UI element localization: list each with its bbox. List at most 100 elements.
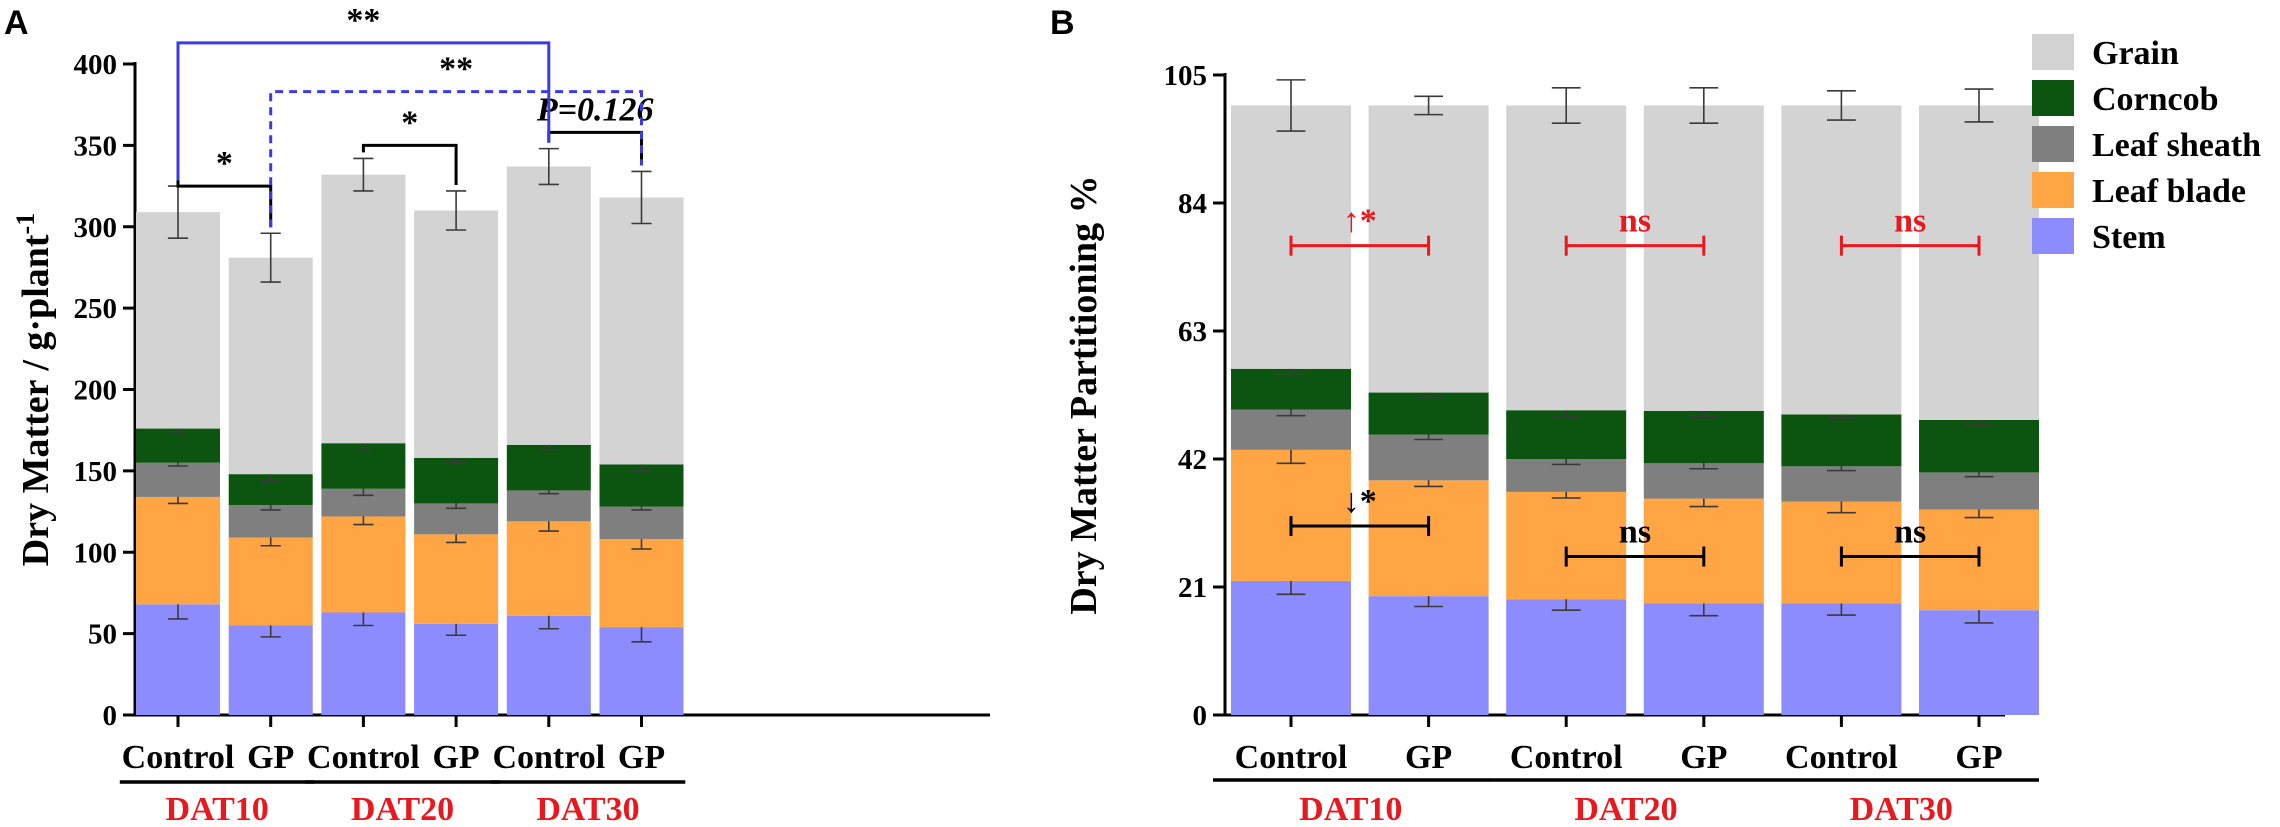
panel-letter-a: A: [4, 4, 29, 42]
y-tick-label-a: 250: [74, 293, 118, 325]
bar-segment-leaf-blade: [228, 537, 313, 626]
bar-segment-stem: [506, 615, 591, 715]
y-axis-label-b: Dry Matter Partitioning %: [1063, 175, 1105, 614]
legend-swatch-leaf-sheath: [2032, 126, 2074, 162]
bar-segment-stem: [1368, 596, 1489, 715]
significance-bracket: [361, 143, 458, 185]
legend-label: Stem: [2092, 219, 2166, 256]
legend-swatch-stem: [2032, 218, 2074, 254]
bar-segment-leaf-blade: [136, 496, 220, 605]
group-label-b: DAT20: [1574, 791, 1677, 827]
group-label-a: DAT20: [351, 791, 454, 827]
partitioning-chart: 0 21 42 63 84 105 Dry Matter Partitioning % Con…: [1063, 60, 2039, 827]
bar-segment-corncob: [1919, 419, 2039, 473]
bar-segment-leaf-blade: [321, 516, 406, 613]
significance-label: **: [346, 2, 380, 39]
bar-segment-grain: [506, 166, 591, 445]
bar-segment-corncob: [506, 444, 591, 491]
dry-matter-chart: 0 50 100 150 200 250 300 350 400 Dry Matter / g·p…: [11, 2, 990, 827]
significance-label: ns: [1894, 514, 1926, 551]
y-tick-label-b: 84: [1178, 188, 1207, 220]
bar-segment-grain: [414, 210, 499, 458]
significance-label: *: [216, 145, 233, 182]
bar-segment-leaf-blade: [414, 534, 499, 624]
significance-label: ↑*: [1343, 203, 1377, 240]
category-label-a: Control: [492, 739, 605, 776]
significance-label: ns: [1894, 203, 1926, 240]
category-label-a: GP: [247, 739, 294, 776]
category-label-b: GP: [1955, 739, 2002, 776]
bar-segment-stem: [136, 604, 220, 715]
bar-segment-grain: [321, 174, 406, 444]
bar-segment-corncob: [1506, 410, 1627, 459]
bar-segment-grain: [228, 257, 313, 475]
bar-segment-stem: [1919, 610, 2039, 715]
category-label-b: GP: [1405, 739, 1452, 776]
category-label-a: Control: [122, 739, 235, 776]
category-label-b: Control: [1510, 739, 1623, 776]
bar-segment-grain: [136, 212, 220, 429]
bar-segment-grain: [599, 197, 684, 465]
bar-segment-leaf-blade: [1231, 449, 1351, 581]
group-label-b: DAT30: [1850, 791, 1953, 827]
legend-swatch-corncob: [2032, 80, 2074, 116]
legend-label: Corncob: [2092, 81, 2219, 118]
y-tick-label-b: 105: [1164, 60, 1208, 92]
y-tick-label-a: 150: [74, 456, 118, 488]
y-axis-label-a: Dry Matter / g·plant-1: [11, 213, 57, 566]
significance-label: *: [401, 104, 418, 141]
bar-segment-corncob: [136, 428, 220, 463]
legend-swatch-leaf-blade: [2032, 172, 2074, 208]
group-label-a: DAT10: [166, 791, 269, 827]
bar-segment-leaf-sheath: [1781, 466, 1902, 502]
category-label-a: GP: [432, 739, 479, 776]
bar-segment-leaf-sheath: [599, 506, 684, 540]
y-tick-label-a: 350: [74, 130, 118, 162]
category-label-b: Control: [1235, 739, 1348, 776]
y-tick-label-a: 100: [74, 537, 118, 569]
bar-segment-leaf-blade: [1506, 491, 1627, 600]
bar-segment-stem: [1643, 603, 1764, 715]
bar-segment-leaf-blade: [506, 521, 591, 616]
bar-segment-grain: [1506, 105, 1627, 411]
y-tick-label-b: 0: [1193, 700, 1208, 732]
significance-label: **: [439, 51, 473, 88]
bar-segment-stem: [1231, 580, 1351, 715]
legend: Grain Corncob Leaf sheath Leaf blade Stem: [2032, 34, 2261, 256]
significance-label: ns: [1619, 514, 1651, 551]
y-tick-label-b: 42: [1178, 444, 1207, 476]
bar-segment-leaf-blade: [1368, 480, 1489, 597]
group-label-b: DAT10: [1299, 791, 1402, 827]
bar-segment-corncob: [1368, 392, 1489, 435]
bar-segment-leaf-sheath: [506, 490, 591, 522]
bar-segment-leaf-sheath: [136, 462, 220, 497]
y-tick-label-a: 300: [74, 212, 118, 244]
bar-segment-stem: [1781, 603, 1902, 715]
category-label-a: GP: [618, 739, 665, 776]
bar-segment-corncob: [414, 457, 499, 504]
bar-segment-grain: [1643, 105, 1764, 411]
bar-segment-corncob: [1643, 410, 1764, 464]
panel-letter-b: B: [1050, 4, 1075, 42]
bar-segment-grain: [1919, 105, 2039, 420]
y-tick-label-b: 63: [1178, 316, 1207, 348]
y-axis-label-superscript-a: -1: [11, 213, 40, 235]
legend-label: Grain: [2092, 35, 2179, 72]
bar-segment-stem: [1506, 599, 1627, 715]
significance-label: ↓*: [1343, 483, 1377, 520]
category-label-a: Control: [307, 739, 420, 776]
bar-segment-corncob: [1781, 414, 1902, 467]
bar-segment-grain: [1781, 105, 1902, 415]
category-label-b: GP: [1680, 739, 1727, 776]
y-tick-label-a: 200: [74, 375, 118, 407]
y-tick-label-b: 21: [1178, 572, 1207, 604]
category-label-b: Control: [1785, 739, 1898, 776]
bar-segment-stem: [414, 623, 499, 715]
bar-segment-stem: [228, 625, 313, 715]
legend-swatch-grain: [2032, 34, 2074, 70]
bar-segment-leaf-sheath: [1368, 434, 1489, 481]
bar-segment-leaf-blade: [599, 539, 684, 628]
bar-segment-stem: [321, 612, 406, 715]
y-tick-label-a: 400: [74, 49, 118, 81]
